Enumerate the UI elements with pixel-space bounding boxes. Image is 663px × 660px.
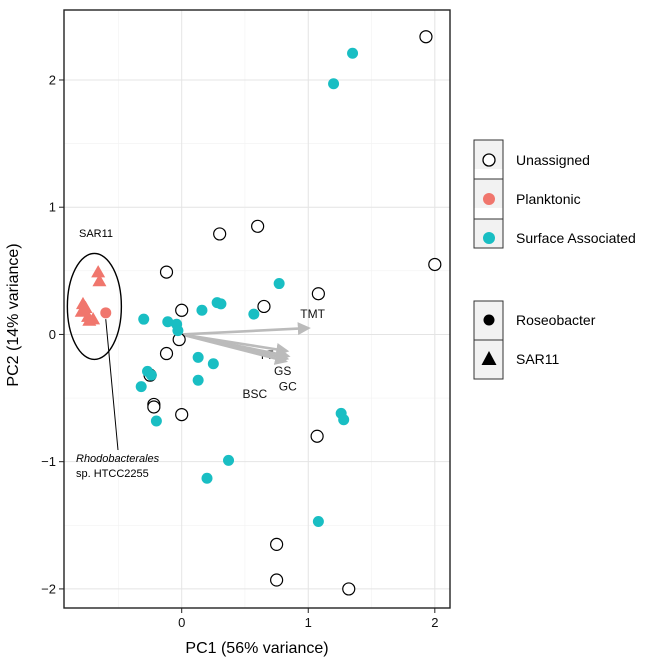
y-tick-label: 2 — [49, 72, 56, 87]
y-axis-title: PC2 (14% variance) — [5, 243, 22, 386]
point-surface-associated — [312, 515, 324, 527]
point-surface-associated — [215, 298, 227, 310]
legend-marker-planktonic — [483, 193, 495, 205]
point-unassigned — [270, 537, 284, 551]
vector-bsc — [181, 333, 288, 365]
legend-marker-surface-associated — [483, 232, 495, 244]
point-unassigned — [311, 287, 325, 301]
y-tick-label: 1 — [49, 200, 56, 215]
legend-marker-roseobacter — [483, 314, 495, 326]
point-surface-associated — [201, 472, 213, 484]
point-surface-associated — [196, 304, 208, 316]
vector-label-tmt: TMT — [300, 307, 325, 321]
legend-marker-unassigned — [482, 153, 496, 167]
legend-label-surface-associated: Surface Associated — [516, 230, 636, 246]
point-surface-associated — [192, 374, 204, 386]
point-unassigned — [419, 30, 433, 44]
point-unassigned — [175, 408, 189, 422]
point-surface-associated — [248, 308, 260, 320]
plot-panel-border — [63, 9, 451, 609]
vector-label-gs: GS — [274, 364, 291, 378]
point-surface-associated — [162, 316, 174, 328]
point-planktonic-sar11 — [92, 274, 107, 287]
legend-label-planktonic: Planktonic — [516, 191, 581, 207]
point-unassigned — [270, 573, 284, 587]
legend-label-roseobacter: Roseobacter — [516, 312, 596, 328]
legend-marker-sar11 — [481, 351, 497, 365]
point-surface-associated — [150, 415, 162, 427]
point-surface-associated — [273, 278, 285, 290]
point-surface-associated — [328, 78, 340, 90]
strain-genus-label: Rhodobacterales — [76, 453, 160, 465]
point-unassigned — [175, 303, 189, 317]
vector-tmt — [181, 322, 311, 336]
vector-label-gc: GC — [279, 380, 297, 394]
axis-ticks: 0 1 2 −2 −1 0 1 2 — [41, 72, 438, 630]
x-axis-title: PC1 (56% variance) — [185, 640, 328, 657]
point-unassigned — [342, 582, 356, 596]
point-unassigned — [257, 299, 271, 314]
point-surface-associated — [192, 351, 204, 363]
sar11-cluster-ellipse — [66, 252, 123, 361]
legend-shape: Roseobacter SAR11 — [473, 300, 596, 380]
point-surface-associated — [207, 358, 219, 370]
point-surface-associated — [347, 47, 359, 59]
vector-label-bsc: BSC — [242, 387, 267, 401]
annotation-leader-line — [105, 319, 119, 451]
grid-lines — [64, 10, 450, 608]
legend-label-sar11: SAR11 — [516, 351, 560, 367]
point-unassigned — [310, 429, 324, 443]
point-unassigned — [159, 346, 174, 361]
point-unassigned — [213, 227, 227, 241]
point-unassigned — [147, 400, 161, 414]
point-surface-associated — [138, 313, 150, 325]
y-tick-label: 0 — [49, 327, 56, 342]
point-surface-associated — [338, 414, 350, 426]
y-tick-label: −2 — [41, 581, 56, 596]
strain-name-label: sp. HTCC2255 — [76, 468, 149, 480]
point-surface-associated — [145, 369, 157, 381]
point-unassigned — [428, 257, 442, 272]
point-surface-associated — [223, 454, 235, 466]
point-planktonic-sar11 — [86, 312, 101, 325]
point-planktonic-sar11 — [91, 265, 106, 278]
data-points — [74, 30, 442, 596]
sar11-group-label: SAR11 — [79, 228, 113, 240]
y-tick-label: −1 — [41, 454, 56, 469]
legend-category: Unassigned Planktonic Surface Associated — [473, 139, 636, 249]
point-unassigned — [159, 265, 174, 279]
point-surface-associated — [135, 381, 147, 393]
legend-frame — [473, 139, 504, 249]
point-planktonic-sar11 — [74, 304, 89, 317]
x-tick-label: 2 — [431, 615, 438, 630]
x-tick-label: 0 — [178, 615, 185, 630]
x-tick-label: 1 — [305, 615, 312, 630]
point-planktonic — [100, 307, 112, 319]
legend-label-unassigned: Unassigned — [516, 152, 590, 168]
point-surface-associated — [172, 325, 184, 337]
point-unassigned — [251, 219, 265, 233]
loading-vectors: TMTTTGSGCBSC — [181, 307, 326, 401]
